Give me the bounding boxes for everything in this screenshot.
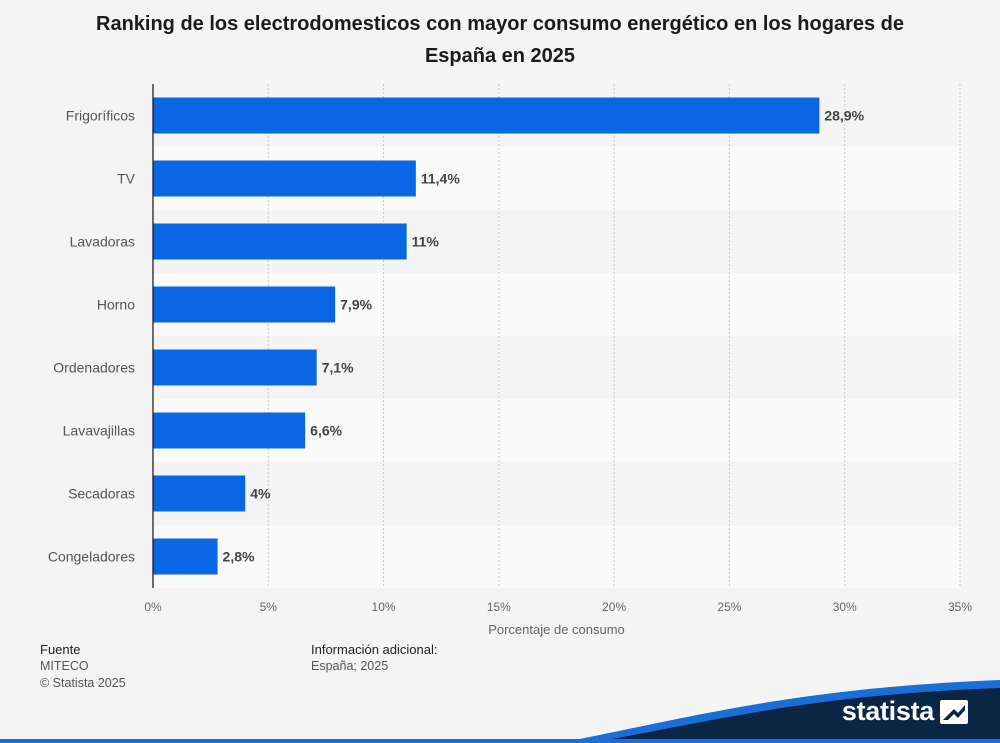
- copyright: © Statista 2025: [40, 676, 126, 690]
- x-tick-label: 35%: [948, 600, 972, 614]
- x-tick-label: 30%: [833, 600, 857, 614]
- info-block: Información adicional: España; 2025: [311, 641, 437, 675]
- source-block: Fuente MITECO © Statista 2025: [40, 641, 126, 692]
- bar: [153, 286, 336, 323]
- brand-bottom-line: [0, 739, 1000, 743]
- x-tick-label: 5%: [260, 600, 278, 614]
- bar: [153, 475, 246, 512]
- source-value: MITECO: [40, 659, 89, 673]
- statista-logo-icon: [940, 699, 968, 724]
- x-tick-label: 0%: [144, 600, 162, 614]
- brand-band-main: [590, 688, 1000, 743]
- data-label: 4%: [250, 486, 271, 502]
- statista-logo: statista: [842, 696, 968, 727]
- bar: [153, 412, 306, 449]
- category-label: Congeladores: [48, 549, 135, 565]
- source-heading: Fuente: [40, 642, 81, 657]
- bar: [153, 160, 416, 197]
- x-axis-label: Porcentaje de consumo: [488, 622, 625, 637]
- x-tick-label: 15%: [487, 600, 511, 614]
- category-label: Frigoríficos: [66, 108, 135, 124]
- category-label: Secadoras: [68, 486, 135, 502]
- bar: [153, 538, 218, 575]
- info-value: España; 2025: [311, 659, 389, 673]
- data-label: 7,9%: [340, 297, 372, 313]
- data-label: 28,9%: [824, 108, 864, 124]
- bar: [153, 349, 317, 386]
- chart-title: Ranking de los electrodomesticos con may…: [96, 13, 904, 67]
- data-label: 6,6%: [310, 423, 342, 439]
- category-label: Lavadoras: [70, 234, 135, 250]
- data-label: 11%: [412, 234, 440, 250]
- data-label: 2,8%: [223, 549, 255, 565]
- category-label: Horno: [97, 297, 135, 313]
- data-label: 7,1%: [322, 360, 354, 376]
- category-label: Lavavajillas: [63, 423, 135, 439]
- x-tick-label: 25%: [717, 600, 741, 614]
- row-band: [153, 525, 960, 588]
- category-label: TV: [117, 171, 136, 187]
- bar-chart: Frigoríficos TV Lavadoras Horno Ordenadores L…: [48, 84, 972, 637]
- x-tick-label: 20%: [602, 600, 626, 614]
- bar: [153, 97, 820, 134]
- logo-text: statista: [841, 696, 934, 726]
- info-heading: Información adicional:: [311, 642, 438, 657]
- x-tick-label: 10%: [372, 600, 396, 614]
- category-label: Ordenadores: [53, 360, 135, 376]
- bar: [153, 223, 407, 260]
- data-label: 11,4%: [421, 171, 460, 187]
